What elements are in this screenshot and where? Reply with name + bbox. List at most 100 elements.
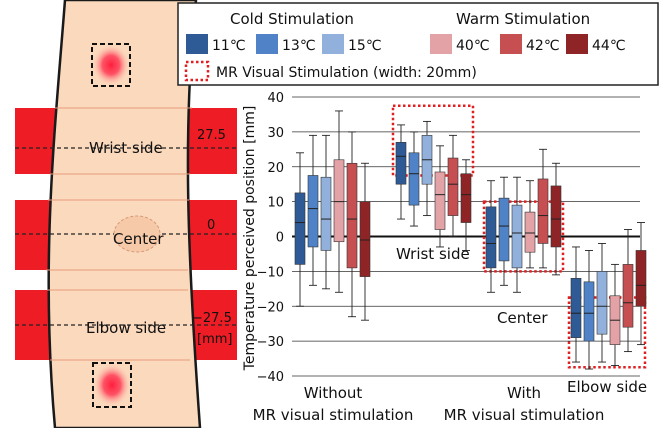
annot-center: Center [497,309,548,327]
stim-spot-bottom [93,363,131,407]
y-tick-label: 30 [267,126,284,141]
box-with-elbow-side-5 [635,222,647,346]
chart: 40 30 20 10 0 −10 −20 −30 −40 Temperature percei… [242,91,647,424]
center-touch-circle [113,215,161,253]
box-iqr [307,175,319,248]
box-without-0 [294,152,306,307]
box-iqr [550,185,562,248]
legend-mr-label: MR Visual Stimulation (width: 20mm) [216,65,477,81]
box-with-elbow-side-1 [583,249,595,370]
box-iqr [460,173,472,223]
box-iqr [596,271,608,335]
box-without-4 [346,131,358,318]
pos-label-elbow: −27.5 [192,311,232,326]
box-iqr [408,152,420,206]
box-with-wrist-side-4 [447,134,459,237]
box-with-wrist-side-0 [395,124,407,220]
box-iqr [635,250,647,307]
box-iqr [395,142,407,185]
y-tick-label: 20 [267,161,284,176]
stim-box-bottom [92,362,132,408]
legend-item-label: 11℃ [212,38,246,54]
box-with-elbow-side-0 [570,246,582,363]
legend-swatch [322,34,344,54]
pos-label-center: 0 [207,218,215,233]
arm-label-elbow: Elbow side [86,319,166,337]
box-iqr [537,178,549,244]
legend-swatch [430,34,452,54]
annot-elbow: Elbow side [567,378,647,396]
box-with-elbow-side-2 [596,243,608,363]
y-tick-label: 10 [267,196,284,211]
arm-label-center: Center [113,230,164,248]
box-without-2 [320,134,332,290]
legend-item-label: 42℃ [526,38,560,54]
box-with-elbow-side-3 [609,263,621,366]
group-label-without-1: Without [304,384,363,402]
legend-item-label: 13℃ [282,38,316,54]
stim-box-top [91,43,131,87]
box-with-center-5 [550,162,562,276]
legend-item-label: 40℃ [456,38,490,54]
boxplots [294,110,647,370]
mr-region-elbow-side [567,296,647,369]
y-tick-label: 40 [267,91,284,106]
group-label-with-2: MR visual stimulation [444,406,605,424]
box-with-center-2 [511,176,523,293]
legend-item-label: 44℃ [592,38,626,54]
legend-swatch [566,34,588,54]
box-with-wrist-side-5 [460,159,472,251]
legend-cold-title: Cold Stimulation [230,10,354,28]
box-iqr [485,206,497,269]
y-tick-labels: 40 30 20 10 0 −10 −20 −30 −40 [257,91,284,385]
box-iqr [359,201,371,277]
y-tick-label: 0 [276,231,284,246]
mr-regions [391,104,647,369]
box-iqr [570,278,582,338]
box-without-1 [307,134,319,286]
legend-warm-title: Warm Stimulation [456,10,590,28]
box-with-elbow-side-4 [622,229,634,353]
box-iqr [524,211,536,253]
box-iqr [511,204,523,269]
box-iqr [333,159,345,243]
legend-items: 11℃ 13℃ 15℃ 40℃ 42℃ 44℃ [186,34,626,54]
box-iqr [447,157,459,216]
arm-label-wrist: Wrist side [89,139,163,157]
box-iqr [622,264,634,328]
box-with-wrist-side-3 [434,145,446,248]
arm-diagram: Wrist side Center Elbow side 27.5 0 −27.… [15,0,237,428]
group-label-with-1: With [507,384,541,402]
legend-swatch [500,34,522,54]
y-tick-label: −40 [257,370,284,385]
y-tick-label: −20 [257,300,284,315]
y-tick-label: −30 [257,335,284,350]
pos-unit-label: [mm] [197,332,232,347]
group-label-without-2: MR visual stimulation [253,406,414,424]
box-iqr [434,171,446,230]
box-with-center-4 [537,148,549,269]
forearm-shape [47,0,202,428]
annot-wrist: Wrist side [396,245,470,263]
y-axis-label: Temperature perceived position [mm] [242,106,258,372]
box-iqr [320,176,332,251]
box-with-wrist-side-2 [421,120,433,217]
legend-mr-swatch [184,60,210,82]
stim-spot-top [92,44,130,86]
pos-label-wrist: 27.5 [197,128,226,143]
box-with-center-3 [524,180,536,269]
legend-swatch [256,34,278,54]
box-iqr [346,162,358,269]
box-with-center-0 [485,180,497,293]
box-iqr [583,281,595,342]
box-without-5 [359,162,371,321]
mr-region-wrist-side [391,104,475,177]
y-tick-label: −10 [257,265,284,280]
legend-swatch [186,34,208,54]
box-iqr [498,197,510,262]
legend-item-label: 15℃ [348,38,382,54]
box-without-3 [333,110,345,293]
legend: Cold Stimulation Warm Stimulation 11℃ 13℃… [177,2,659,86]
box-with-wrist-side-1 [408,131,420,227]
